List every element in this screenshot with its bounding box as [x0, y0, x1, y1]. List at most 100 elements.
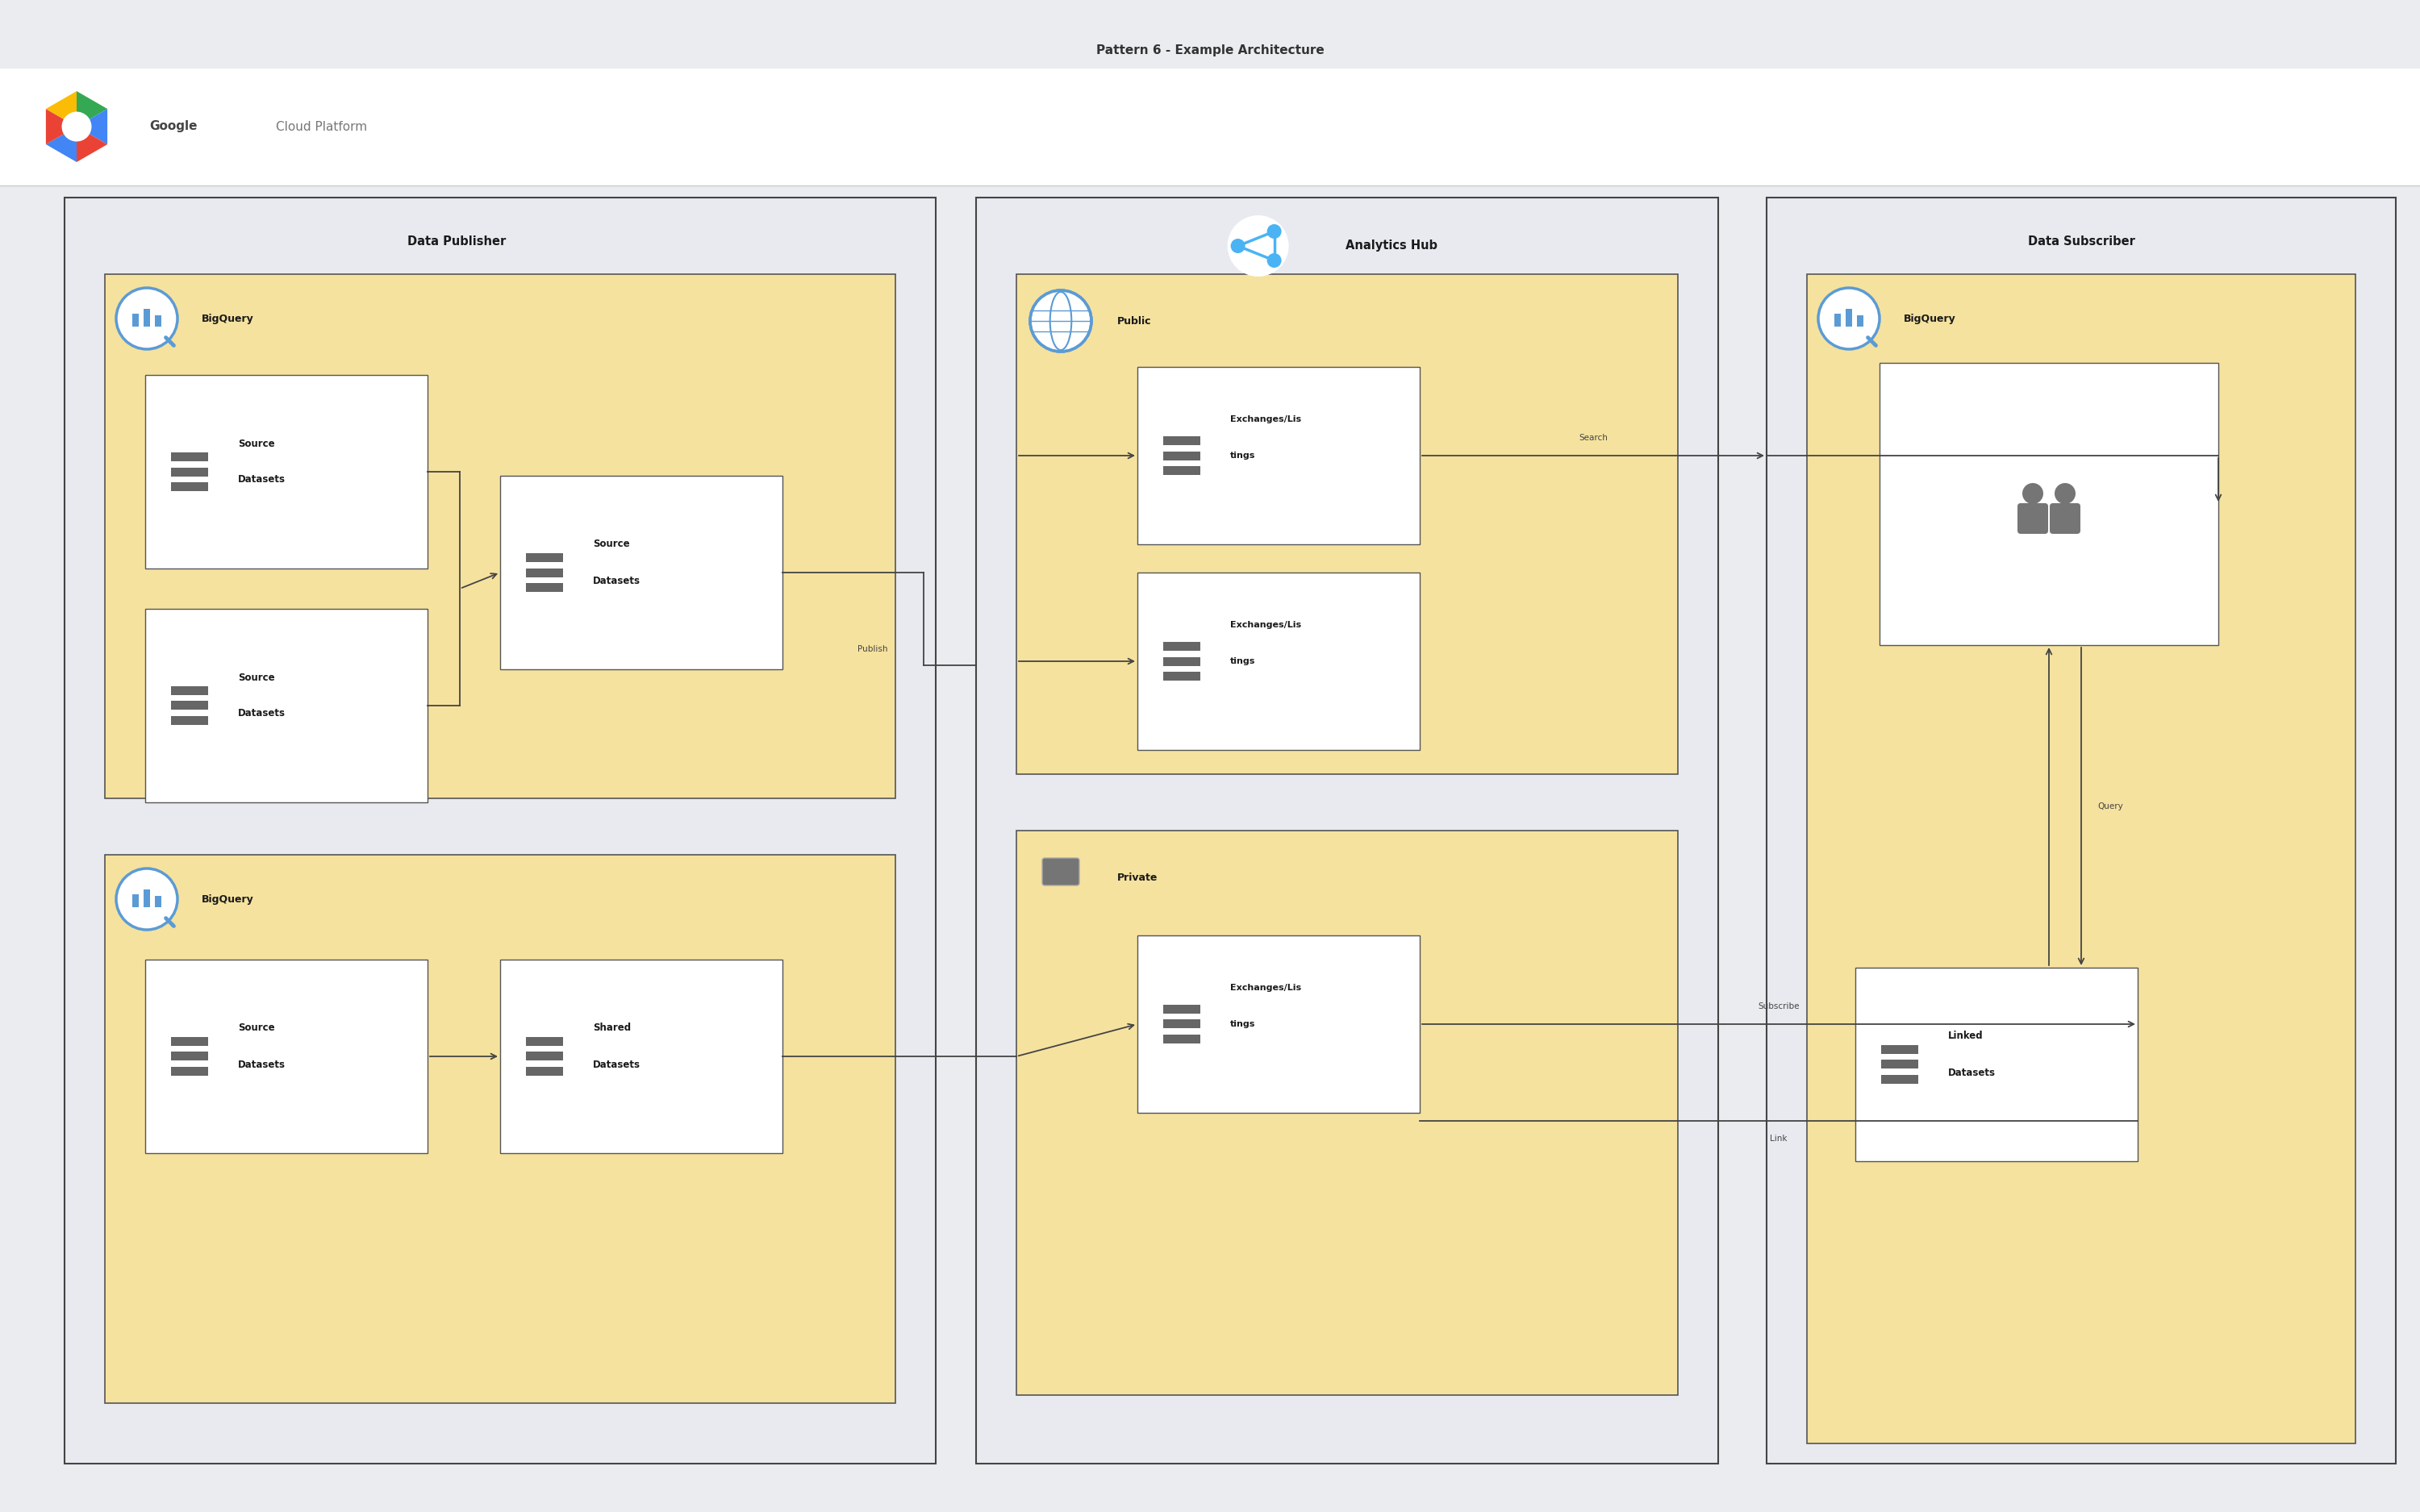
Bar [1016, 274, 1677, 774]
Text: Datasets: Datasets [237, 1060, 286, 1069]
Circle shape [1268, 224, 1283, 239]
Bar [1856, 316, 1863, 327]
Text: Data Publisher: Data Publisher [407, 236, 506, 248]
Bar [501, 476, 782, 670]
Bar [501, 960, 782, 1154]
Text: Shared: Shared [593, 1024, 632, 1033]
Text: Publish: Publish [857, 646, 888, 653]
Text: tings: tings [1229, 1021, 1256, 1028]
Bar [104, 854, 895, 1403]
Bar [1164, 1004, 1200, 1013]
Text: Exchanges/Lis: Exchanges/Lis [1229, 621, 1302, 629]
Text: Analytics Hub: Analytics Hub [1346, 240, 1437, 253]
Bar [1164, 1034, 1200, 1043]
Circle shape [2055, 482, 2076, 503]
Bar [1016, 830, 1677, 1396]
Text: Search: Search [1578, 434, 1607, 442]
Polygon shape [77, 91, 106, 127]
Text: Link: Link [1769, 1134, 1788, 1143]
Bar [145, 375, 428, 569]
Text: Exchanges/Lis: Exchanges/Lis [1229, 984, 1302, 992]
Bar [1164, 451, 1200, 460]
Circle shape [1031, 290, 1091, 352]
Text: Datasets: Datasets [593, 1060, 641, 1069]
Bar [525, 1067, 564, 1077]
Bar [172, 482, 208, 491]
Bar [1880, 1060, 1919, 1069]
Bar [1856, 968, 2137, 1161]
Bar [1164, 466, 1200, 475]
Text: BigQuery: BigQuery [201, 313, 254, 324]
Circle shape [63, 112, 92, 142]
Bar [1880, 1075, 1919, 1084]
Text: Subscribe: Subscribe [1757, 1002, 1800, 1010]
Text: Data Subscriber: Data Subscriber [2028, 236, 2134, 248]
Text: Source: Source [593, 540, 629, 549]
Text: Datasets: Datasets [593, 576, 641, 585]
Text: BigQuery: BigQuery [201, 894, 254, 904]
Text: Source: Source [237, 1024, 276, 1033]
Polygon shape [77, 109, 106, 144]
Text: Query: Query [2098, 803, 2122, 810]
Circle shape [1232, 239, 1246, 253]
Bar [1164, 641, 1200, 650]
Bar [172, 452, 208, 461]
FancyBboxPatch shape [2050, 503, 2081, 534]
Text: Pattern 6 - Example Architecture: Pattern 6 - Example Architecture [1096, 44, 1324, 56]
Bar [172, 717, 208, 726]
Bar [133, 313, 138, 327]
Text: Public: Public [1118, 316, 1152, 327]
Bar [1834, 313, 1842, 327]
Bar [1137, 573, 1421, 750]
Text: Google: Google [150, 121, 198, 133]
Bar [525, 584, 564, 593]
Bar [133, 894, 138, 907]
Bar [143, 889, 150, 907]
Bar [1767, 198, 2396, 1464]
FancyBboxPatch shape [2018, 503, 2047, 534]
Bar [1880, 1045, 1919, 1054]
Text: Source: Source [237, 438, 276, 449]
Text: Source: Source [237, 673, 276, 682]
Bar [1880, 363, 2219, 646]
Bar [1164, 435, 1200, 445]
Bar [172, 702, 208, 711]
Polygon shape [46, 91, 77, 127]
Circle shape [1817, 287, 1880, 349]
Bar [525, 569, 564, 578]
Bar [525, 1037, 564, 1046]
Text: Linked: Linked [1948, 1031, 1984, 1042]
Bar [145, 609, 428, 803]
Bar [155, 897, 162, 907]
Polygon shape [77, 127, 106, 162]
Bar [172, 467, 208, 476]
Bar [0, 68, 2420, 186]
Bar [1137, 936, 1421, 1113]
Bar [145, 960, 428, 1154]
Bar [143, 308, 150, 327]
Text: tings: tings [1229, 658, 1256, 665]
Text: Datasets: Datasets [237, 475, 286, 485]
Bar [1164, 1019, 1200, 1028]
Text: BigQuery: BigQuery [1905, 313, 1955, 324]
Bar [525, 553, 564, 562]
Polygon shape [46, 109, 77, 144]
Text: Datasets: Datasets [1948, 1067, 1996, 1078]
Bar [172, 686, 208, 696]
Bar [1164, 671, 1200, 680]
Circle shape [116, 868, 177, 930]
Text: tings: tings [1229, 452, 1256, 460]
Bar [1846, 308, 1851, 327]
Text: Cloud Platform: Cloud Platform [276, 121, 368, 133]
Circle shape [116, 287, 177, 349]
Bar [172, 1067, 208, 1077]
Bar [65, 198, 937, 1464]
Bar [172, 1052, 208, 1061]
Bar [1137, 367, 1421, 544]
Text: Private: Private [1118, 872, 1157, 883]
FancyBboxPatch shape [1043, 857, 1079, 886]
Text: Datasets: Datasets [237, 709, 286, 718]
Polygon shape [46, 127, 77, 162]
Circle shape [1268, 253, 1283, 268]
Bar [155, 316, 162, 327]
